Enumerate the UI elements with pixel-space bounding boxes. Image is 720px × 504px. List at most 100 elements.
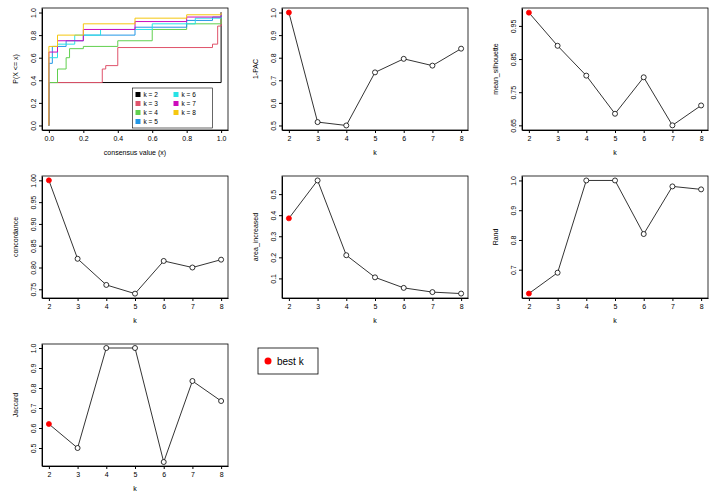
plot-frame	[282, 176, 468, 298]
point	[584, 73, 589, 78]
y-tick-label: 0.7	[30, 404, 37, 414]
y-tick-mark	[39, 289, 42, 290]
x-tick: 0.8	[182, 130, 192, 142]
plot-frame	[42, 8, 228, 130]
x-tick: 3	[316, 130, 320, 142]
y-tick: 0.9	[270, 31, 282, 41]
point	[584, 178, 589, 183]
y-tick-mark	[39, 224, 42, 225]
x-axis: 0.00.20.40.60.81.0	[43, 130, 229, 142]
x-tick-label: 2	[527, 135, 531, 142]
y-tick-mark	[519, 270, 522, 271]
point	[430, 63, 435, 68]
plot-area	[286, 10, 463, 128]
point	[75, 446, 80, 451]
x-tick-mark	[289, 298, 290, 301]
y-tick-label: 0.75	[30, 283, 37, 297]
x-tick-label: 7	[671, 303, 675, 310]
x-tick: 2	[527, 298, 531, 310]
y-tick-mark	[279, 58, 282, 59]
x-tick-mark	[106, 298, 107, 301]
x-tick-label: 2	[287, 135, 291, 142]
line	[289, 180, 461, 293]
figure: 0.00.20.40.60.81.00.00.20.40.60.81.0cons…	[0, 0, 720, 504]
legend-label: k = 3	[144, 100, 159, 107]
x-tick-mark	[164, 466, 165, 469]
y-tick-mark	[279, 278, 282, 279]
point	[161, 258, 166, 263]
x-tick-label: 0.8	[182, 135, 192, 142]
y-tick-label: 0.85	[30, 239, 37, 253]
legend-label: k = 2	[144, 91, 159, 98]
x-tick-label: 5	[614, 135, 618, 142]
y-tick-mark	[39, 180, 42, 181]
x-tick: 6	[402, 130, 406, 142]
y-tick-label: 0.95	[30, 196, 37, 210]
x-tick-mark	[461, 298, 462, 301]
x-tick-label: 6	[642, 303, 646, 310]
point	[75, 256, 80, 261]
y-tick-mark	[39, 268, 42, 269]
y-tick-mark	[519, 210, 522, 211]
x-tick-label: 3	[316, 135, 320, 142]
x-tick-label: 5	[614, 303, 618, 310]
point	[555, 43, 560, 48]
legend: k = 2k = 3k = 4k = 5k = 6k = 7k = 8	[133, 88, 213, 128]
plot-frame	[522, 176, 708, 298]
x-tick-label: 3	[76, 303, 80, 310]
y-tick: 1.0	[270, 8, 282, 18]
x-tick-mark	[187, 130, 188, 133]
plot-area	[286, 178, 463, 296]
y-tick-label: 0.2	[270, 253, 277, 263]
x-tick-mark	[375, 298, 376, 301]
x-tick-label: 0.6	[148, 135, 158, 142]
x-tick: 3	[556, 130, 560, 142]
legend-label: k = 5	[144, 118, 159, 125]
y-tick-mark	[39, 428, 42, 429]
y-tick-label: 0.8	[270, 53, 277, 63]
y-tick-label: 0.8	[510, 236, 517, 246]
x-tick: 8	[700, 298, 704, 310]
legend-label: k = 6	[182, 91, 197, 98]
y-tick: 0.4	[270, 211, 282, 221]
x-tick-mark	[106, 466, 107, 469]
y-tick-label: 0.1	[270, 274, 277, 284]
x-tick-mark	[529, 298, 530, 301]
x-axis: 2345678	[523, 130, 709, 142]
x-tick: 5	[374, 298, 378, 310]
x-tick: 5	[614, 130, 618, 142]
x-tick-mark	[318, 130, 319, 133]
x-tick: 6	[162, 466, 166, 478]
panel: 23456780.50.60.70.80.91.0kJaccard	[12, 344, 229, 492]
x-tick: 3	[76, 298, 80, 310]
y-tick-mark	[519, 59, 522, 60]
x-tick-mark	[672, 130, 673, 133]
x-tick-mark	[529, 130, 530, 133]
x-tick-mark	[615, 298, 616, 301]
x-tick-mark	[644, 298, 645, 301]
x-tick-label: 5	[374, 135, 378, 142]
x-tick-mark	[221, 466, 222, 469]
point	[190, 379, 195, 384]
y-tick-label: 1.0	[270, 8, 277, 18]
y-tick-mark	[39, 103, 42, 104]
point	[344, 123, 349, 128]
line	[289, 13, 461, 126]
y-tick-label: 1.0	[30, 344, 37, 354]
x-tick: 8	[220, 466, 224, 478]
y-axis: 0.10.20.30.40.5	[270, 177, 283, 299]
x-axis-title: k	[133, 317, 137, 324]
y-tick-label: 0.7	[270, 76, 277, 86]
point	[401, 56, 406, 61]
x-tick-mark	[49, 466, 50, 469]
legend-label: k = 7	[182, 100, 197, 107]
y-tick: 0.5	[270, 121, 282, 131]
x-tick: 3	[76, 466, 80, 478]
y-tick: 0.0	[30, 121, 42, 131]
x-tick-label: 8	[220, 303, 224, 310]
legend-label: k = 4	[144, 109, 159, 116]
x-tick: 4	[105, 466, 109, 478]
x-tick-label: 8	[460, 303, 464, 310]
x-tick-label: 3	[76, 471, 80, 478]
y-tick: 1.0	[30, 344, 42, 354]
